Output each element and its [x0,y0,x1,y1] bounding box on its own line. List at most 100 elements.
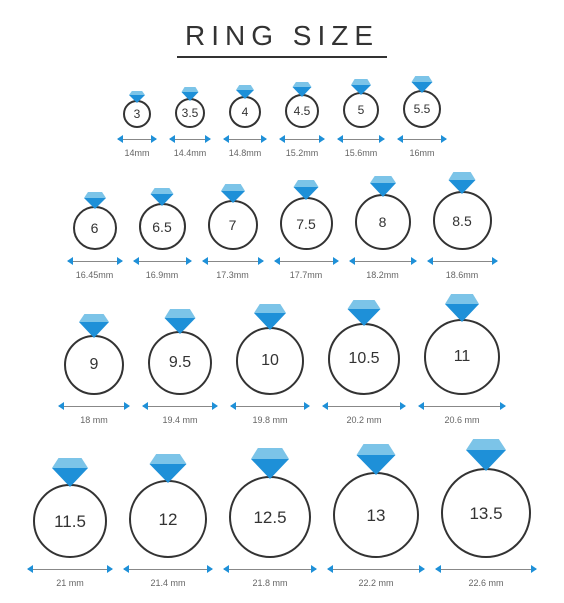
ring-wrap: 11 [424,319,500,395]
ruler [170,134,210,144]
mm-label: 20.6 mm [444,415,479,425]
ruler [350,256,416,266]
mm-label: 17.3mm [216,270,249,280]
ruler-cap-right-icon [261,135,267,143]
ruler-cap-left-icon [435,565,441,573]
ring-circle: 6 [73,206,117,250]
ruler-line [28,569,112,570]
ruler-cap-right-icon [379,135,385,143]
ring-cell: 616.45mm [68,192,122,280]
ruler-cap-left-icon [67,257,73,265]
ring-cell: 1019.8 mm [231,304,309,425]
ruler-cap-right-icon [400,402,406,410]
ring-cell: 5.516mm [398,76,446,158]
diamond-icon [449,172,476,194]
ring-size-label: 13.5 [469,505,502,522]
ring-row: 918 mm9.519.4 mm1019.8 mm10.520.2 mm1120… [10,294,554,425]
ring-cell: 8 18.2mm [350,176,416,280]
ruler [436,564,536,574]
ruler-cap-left-icon [418,402,424,410]
ruler-cap-right-icon [151,135,157,143]
ruler-cap-left-icon [223,135,229,143]
ring-size-label: 3 [134,108,141,120]
ring-circle: 4.5 [285,94,319,128]
ring-wrap: 7 [208,200,258,250]
ruler [134,256,191,266]
ruler-cap-right-icon [207,565,213,573]
ruler-cap-left-icon [274,257,280,265]
diamond-icon [254,304,286,330]
mm-label: 14.4mm [174,148,207,158]
ring-circle: 13 [333,472,419,558]
diamond-icon [151,188,174,206]
diamond-icon [52,458,88,487]
ring-cell: 8.518.6mm [428,172,497,280]
diamond-icon [370,176,396,197]
ring-circle: 9 [64,335,124,395]
ring-circle: 7.5 [280,197,333,250]
ring-size-chart: RING SIZE 314mm 3.5 14.4mm 4 14.8mm 4.5 15.2mm… [0,0,564,603]
mm-label: 17.7mm [290,270,323,280]
ruler-cap-left-icon [223,565,229,573]
ring-size-label: 3.5 [182,107,199,119]
ruler-cap-left-icon [327,565,333,573]
ruler-cap-right-icon [411,257,417,265]
title-wrap: RING SIZE [10,20,554,58]
mm-label: 21.8 mm [252,578,287,588]
ring-wrap: 6 [73,206,117,250]
ruler [231,401,309,411]
ring-circle: 9.5 [148,331,212,395]
ruler-line [398,139,446,140]
ring-size-label: 7.5 [296,217,315,231]
rows-container: 314mm 3.5 14.4mm 4 14.8mm 4.5 15.2mm 515.6mm 5.5… [10,76,554,588]
ring-cell: 4.5 15.2mm [280,82,324,158]
ring-wrap: 13 [333,472,419,558]
mm-label: 21.4 mm [150,578,185,588]
ring-size-label: 4 [242,106,249,118]
diamond-icon [293,82,312,97]
ruler-line [143,406,217,407]
ring-circle: 8 [355,194,411,250]
ring-size-label: 12 [159,511,178,528]
mm-label: 18.2mm [366,270,399,280]
mm-label: 15.2mm [286,148,319,158]
ruler-cap-left-icon [230,402,236,410]
ring-circle: 5 [343,92,379,128]
ruler-line [118,139,156,140]
ring-wrap: 9.5 [148,331,212,395]
diamond-icon [351,79,371,95]
ring-size-label: 5 [358,104,365,116]
ruler [143,401,217,411]
ruler-line [224,569,316,570]
mm-label: 14.8mm [229,148,262,158]
ruler [328,564,424,574]
ring-circle: 10 [236,327,304,395]
ruler-cap-right-icon [205,135,211,143]
ring-wrap: 7.5 [280,197,333,250]
ruler-cap-left-icon [427,257,433,265]
ruler-line [419,406,505,407]
ring-circle: 3 [123,100,151,128]
ring-cell: 515.6mm [338,79,384,158]
ruler-line [275,261,338,262]
ring-circle: 12 [129,480,207,558]
ruler [28,564,112,574]
diamond-icon [221,184,245,203]
ruler-cap-right-icon [311,565,317,573]
ring-circle: 11.5 [33,484,107,558]
ring-wrap: 10.5 [328,323,400,395]
ring-wrap: 10 [236,327,304,395]
ruler-line [328,569,424,570]
ring-cell: 314mm [118,91,156,158]
ruler [59,401,129,411]
ring-row: 616.45mm 6.5 16.9mm 7 17.3mm 7.5 17.7mm 8 18.2mm… [10,172,554,280]
ruler-cap-right-icon [212,402,218,410]
ruler [323,401,405,411]
ring-cell: 12 21.4 mm [124,454,212,588]
ruler-cap-right-icon [441,135,447,143]
mm-label: 16.9mm [146,270,179,280]
ruler-line [280,139,324,140]
diamond-icon [294,180,319,200]
ring-wrap: 12 [129,480,207,558]
ring-circle: 6.5 [139,203,186,250]
